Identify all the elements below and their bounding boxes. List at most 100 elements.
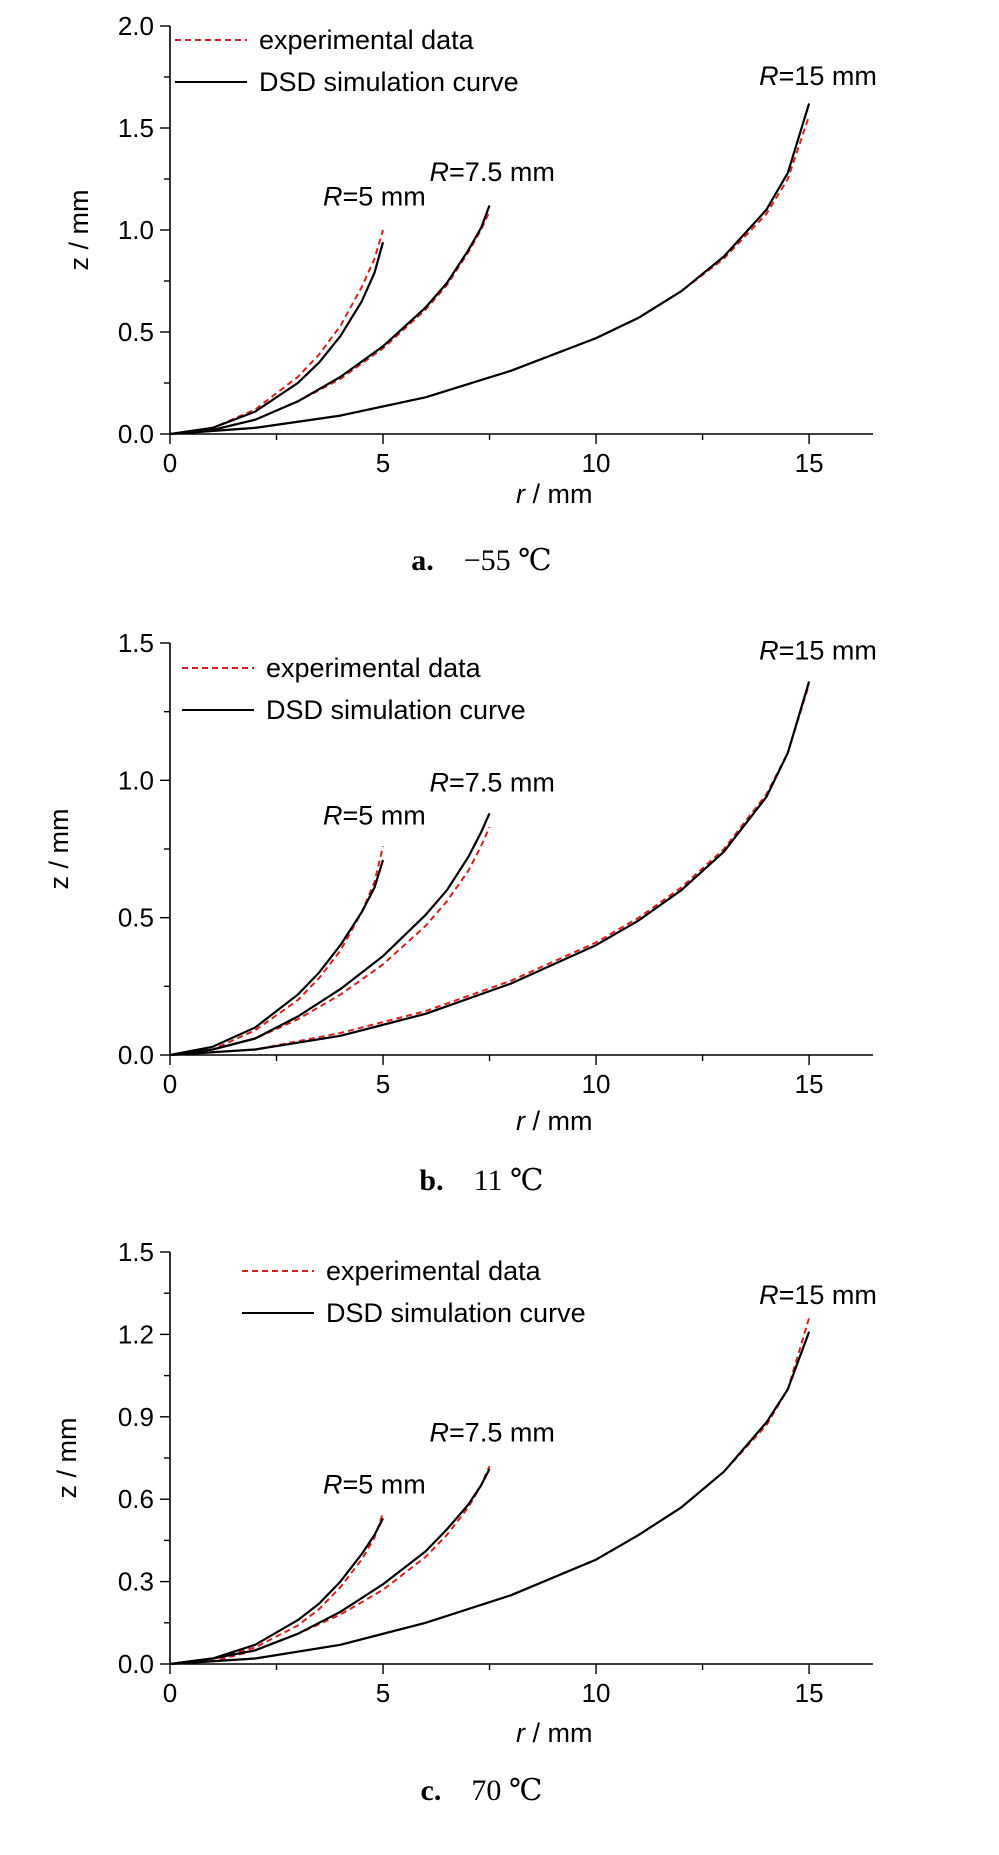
annotation-italic: R <box>759 1280 779 1310</box>
simulation-line-7.5mm <box>169 1468 491 1666</box>
legend-label: experimental data <box>259 25 475 55</box>
x-tick-label: 5 <box>376 448 390 478</box>
y-axis-label: z / mm <box>52 1418 82 1499</box>
curve-annotation: R=7.5 mm <box>430 157 555 187</box>
legend: experimental data DSD simulation curve <box>182 653 526 725</box>
y-tick-label: 1.0 <box>118 765 154 795</box>
x-axis-label-rest: / mm <box>525 1718 593 1748</box>
x-tick-label: 10 <box>582 448 611 478</box>
curve-annotation: R=15 mm <box>759 635 877 665</box>
x-tick-label: 10 <box>582 1069 611 1099</box>
y-tick-label: 1.5 <box>118 628 154 658</box>
y-tick-label: 1.2 <box>118 1319 154 1349</box>
y-tick-label: 0.0 <box>118 1040 154 1070</box>
annotation-italic: R <box>759 635 779 665</box>
annotation-italic: R <box>430 1418 450 1448</box>
annotation-italic: R <box>323 800 343 830</box>
annotation-rest: =5 mm <box>343 1470 426 1500</box>
simulation-line-7.5mm <box>169 812 491 1057</box>
annotation-rest: =7.5 mm <box>449 767 555 797</box>
simulation-line-5mm <box>169 1517 384 1666</box>
x-axis-label-italic: r <box>516 1718 526 1748</box>
annotation-rest: =7.5 mm <box>449 1418 555 1448</box>
y-tick-label: 0.3 <box>118 1567 154 1597</box>
x-tick-label: 15 <box>795 1069 824 1099</box>
chart-panel-c: 0 5 10 150.00.30.60.91.21.5r / mmz / mm R=5 … <box>52 1237 877 1807</box>
caption-text: −55 ℃ <box>464 544 552 577</box>
y-tick-label: 1.5 <box>118 113 154 143</box>
y-tick-label: 0.5 <box>118 903 154 933</box>
x-axis-label-rest: / mm <box>525 1106 593 1136</box>
y-tick-label: 2.0 <box>118 11 154 41</box>
annotation-rest: =15 mm <box>779 61 877 91</box>
curve-annotation: R=5 mm <box>323 182 426 212</box>
x-tick-label: 0 <box>163 1678 177 1708</box>
x-axis-label: r / mm <box>516 1106 593 1136</box>
y-tick-label: 0.6 <box>118 1484 154 1514</box>
annotation-italic: R <box>430 767 450 797</box>
legend: experimental data DSD simulation curve <box>175 25 519 97</box>
y-tick-label: 1.5 <box>118 1237 154 1267</box>
y-axis-label: z / mm <box>44 809 74 890</box>
y-tick-label: 0.0 <box>118 419 154 449</box>
y-tick-label: 0.0 <box>118 1649 154 1679</box>
experimental-data-line-7.5mm <box>169 211 491 435</box>
annotation-italic: R <box>323 182 343 212</box>
x-tick-label: 15 <box>795 1678 824 1708</box>
curve-annotation: R=5 mm <box>323 1470 426 1500</box>
experimental-data-line-15mm <box>169 683 811 1056</box>
y-tick-label: 1.0 <box>118 215 154 245</box>
legend-label: DSD simulation curve <box>259 67 519 97</box>
curve-annotation: R=5 mm <box>323 800 426 830</box>
panel-caption: b. 11 ℃ <box>419 1164 543 1197</box>
annotation-rest: =5 mm <box>343 800 426 830</box>
chart-panel-b: 0 5 10 150.00.51.01.5r / mmz / mm R=5 mmR=7.… <box>44 628 877 1197</box>
x-axis-label-italic: r <box>516 479 526 509</box>
curve-annotation: R=15 mm <box>759 1280 877 1310</box>
x-tick-label: 10 <box>582 1678 611 1708</box>
legend-label: experimental data <box>326 1256 542 1286</box>
x-axis-label: r / mm <box>516 479 593 509</box>
y-tick-label: 0.5 <box>118 317 154 347</box>
simulation-line-15mm <box>169 1331 811 1666</box>
simulation-line-5mm <box>169 241 385 436</box>
legend-label: DSD simulation curve <box>266 695 526 725</box>
y-tick-label: 0.9 <box>118 1402 154 1432</box>
y-axis-label: z / mm <box>64 190 94 271</box>
annotation-italic: R <box>759 61 779 91</box>
x-tick-label: 0 <box>163 448 177 478</box>
experimental-data-line-5mm <box>169 229 384 435</box>
x-axis-label: r / mm <box>516 1718 593 1748</box>
curve-annotation: R=7.5 mm <box>430 767 555 797</box>
annotation-rest: =15 mm <box>779 1280 877 1310</box>
annotation-rest: =5 mm <box>343 182 426 212</box>
panel-caption: a. −55 ℃ <box>411 544 551 577</box>
x-tick-label: 15 <box>795 448 824 478</box>
caption-label: a. <box>411 544 434 577</box>
chart-panel-a: 0 5 10 150.00.51.01.52.0r / mmz / mm R=5 mmR… <box>64 11 877 577</box>
annotation-rest: =15 mm <box>779 635 877 665</box>
legend-label: experimental data <box>266 653 482 683</box>
experimental-data-line-5mm <box>169 1512 384 1665</box>
simulation-line-15mm <box>169 103 811 436</box>
x-tick-label: 5 <box>376 1069 390 1099</box>
x-axis-label-rest: / mm <box>525 479 593 509</box>
legend: experimental data DSD simulation curve <box>242 1256 586 1328</box>
simulation-line-5mm <box>169 859 385 1057</box>
experimental-data-line-5mm <box>169 846 384 1056</box>
simulation-line-7.5mm <box>169 205 491 436</box>
experimental-data-line-7.5mm <box>169 826 491 1056</box>
annotation-rest: =7.5 mm <box>449 157 555 187</box>
legend-label: DSD simulation curve <box>326 1298 586 1328</box>
experimental-data-line-15mm <box>169 1317 811 1665</box>
caption-text: 11 ℃ <box>474 1164 544 1197</box>
caption-text: 70 ℃ <box>471 1774 542 1807</box>
curve-annotation: R=7.5 mm <box>430 1418 555 1448</box>
annotation-italic: R <box>323 1470 343 1500</box>
x-tick-label: 5 <box>376 1678 390 1708</box>
caption-label: c. <box>421 1774 442 1807</box>
x-tick-label: 0 <box>163 1069 177 1099</box>
annotation-italic: R <box>430 157 450 187</box>
x-axis-label-italic: r <box>516 1106 526 1136</box>
